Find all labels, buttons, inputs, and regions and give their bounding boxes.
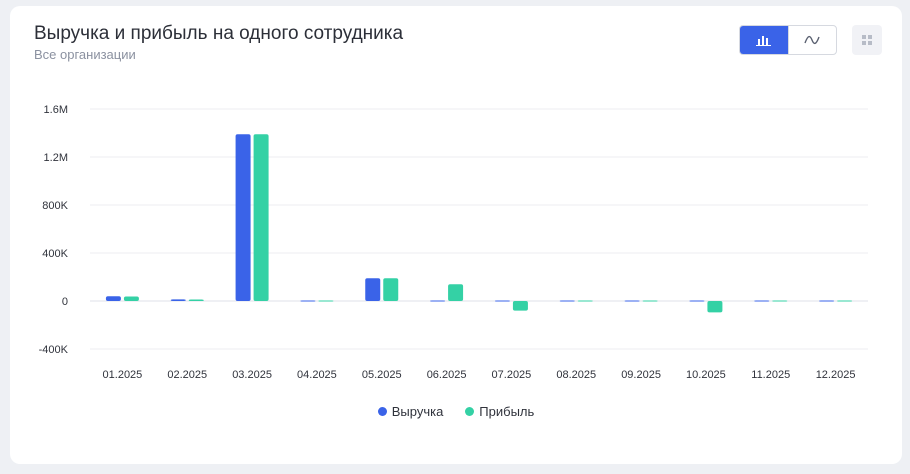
line-chart-button[interactable] [787, 26, 836, 54]
bar-profit [448, 284, 464, 301]
legend-dot-profit [465, 407, 475, 416]
x-tick-label: 05.2025 [362, 369, 402, 381]
y-tick-label: 400K [42, 248, 68, 260]
chart-type-toggle [739, 25, 837, 55]
chart-card: Выручка и прибыль на одного сотрудника В… [10, 6, 902, 464]
bar-profit [383, 278, 399, 301]
legend-label-revenue: Выручка [391, 404, 444, 419]
bar-revenue [235, 134, 251, 301]
legend-item-profit[interactable]: Прибыль [465, 404, 534, 419]
bar-profit [577, 300, 593, 302]
y-tick-label: 800K [42, 200, 68, 212]
bar-profit [188, 299, 204, 301]
legend-dot-revenue [377, 407, 387, 416]
grid-icon [862, 35, 872, 45]
bar-revenue [819, 300, 835, 302]
x-tick-label: 08.2025 [556, 369, 596, 381]
bar-profit [837, 300, 853, 302]
chart-legend: Выручка Прибыль [10, 404, 902, 419]
bar-chart: 1.6M 1.2M 800K 400K 0 -400K 01.2025 02.2025 03.2… [39, 104, 868, 381]
bar-revenue [430, 300, 446, 302]
bar-revenue [689, 300, 705, 302]
bar-revenue [559, 300, 575, 302]
x-tick-label: 07.2025 [492, 369, 532, 381]
bar-profit [772, 300, 788, 302]
chart-title: Выручка и прибыль на одного сотрудника [34, 23, 404, 44]
y-tick-label: -400K [39, 344, 69, 356]
x-tick-label: 10.2025 [686, 369, 726, 381]
y-tick-label: 0 [62, 296, 68, 308]
x-tick-label: 06.2025 [427, 369, 467, 381]
bar-profit [318, 300, 334, 302]
bar-profit [707, 301, 723, 313]
bar-profit [642, 300, 658, 302]
x-tick-label: 03.2025 [232, 369, 272, 381]
y-tick-label: 1.6M [44, 104, 68, 116]
legend-item-revenue[interactable]: Выручка [377, 404, 444, 419]
bar-revenue [300, 300, 316, 302]
chart-subtitle: Все организации [34, 47, 136, 62]
bar-revenue [494, 300, 510, 302]
bar-revenue [105, 296, 121, 301]
bar-revenue [624, 300, 640, 302]
grid-view-button[interactable] [852, 25, 882, 55]
bar-revenue [170, 299, 186, 301]
bar-revenue [754, 300, 770, 302]
x-tick-label: 04.2025 [297, 369, 337, 381]
bar-profit [512, 301, 528, 311]
bar-chart-icon [755, 36, 771, 46]
bar-profit [253, 134, 269, 301]
y-tick-label: 1.2M [44, 152, 68, 164]
bar-profit [123, 296, 139, 301]
x-tick-label: 09.2025 [621, 369, 661, 381]
x-tick-label: 02.2025 [167, 369, 207, 381]
x-tick-label: 12.2025 [816, 369, 856, 381]
legend-label-profit: Прибыль [479, 404, 535, 419]
x-tick-label: 11.2025 [751, 369, 790, 381]
bar-chart-button[interactable] [740, 26, 788, 54]
x-tick-label: 01.2025 [103, 369, 143, 381]
line-chart-icon [804, 35, 821, 45]
bar-revenue [365, 278, 381, 301]
